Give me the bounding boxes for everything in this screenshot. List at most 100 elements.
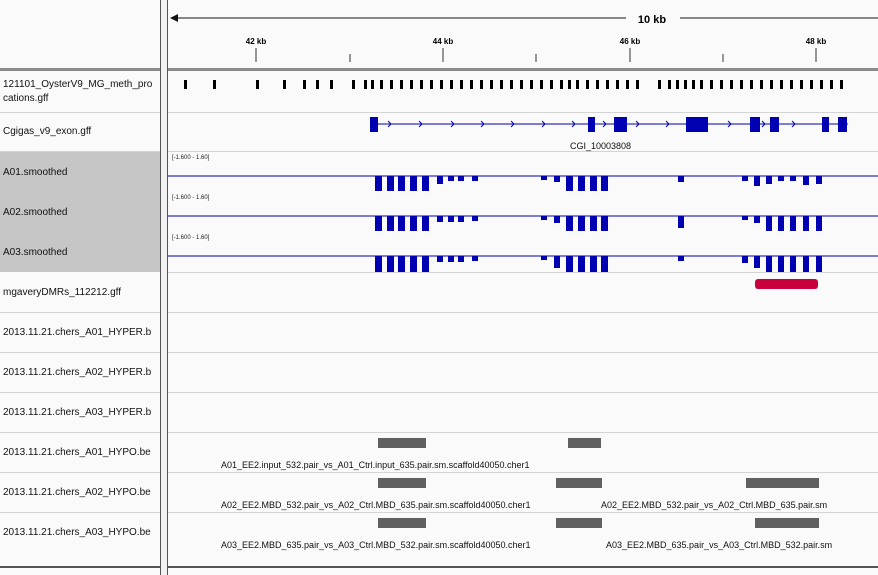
coverage-bar[interactable] (766, 176, 772, 184)
methylation-site[interactable] (810, 80, 813, 89)
methylation-site[interactable] (740, 80, 743, 89)
exon[interactable] (614, 117, 627, 132)
methylation-site[interactable] (840, 80, 843, 89)
coverage-bar[interactable] (566, 176, 573, 191)
coverage-bar[interactable] (790, 256, 796, 272)
methylation-site[interactable] (720, 80, 723, 89)
methylation-site[interactable] (550, 80, 553, 89)
methylation-sites-track[interactable] (168, 72, 878, 112)
coverage-bar[interactable] (554, 176, 560, 182)
coverage-bar[interactable] (790, 176, 796, 181)
methylation-site[interactable] (440, 80, 443, 89)
methylation-site[interactable] (820, 80, 823, 89)
methylation-site[interactable] (626, 80, 629, 89)
methylation-site[interactable] (410, 80, 413, 89)
track-name-a03-hyper[interactable]: 2013.11.21.chers_A03_HYPER.b (3, 407, 152, 418)
methylation-site[interactable] (586, 80, 589, 89)
coverage-bar[interactable] (778, 256, 784, 272)
track-name-a03-smoothed[interactable]: A03.smoothed (3, 247, 68, 258)
hypo-feature[interactable] (568, 438, 601, 448)
hypo-feature[interactable] (556, 478, 602, 488)
track-name-methylation-gff-cont[interactable]: cations.gff (3, 93, 49, 104)
coverage-bar[interactable] (398, 216, 405, 231)
methylation-site[interactable] (568, 80, 571, 89)
methylation-site[interactable] (430, 80, 433, 89)
methylation-site[interactable] (606, 80, 609, 89)
track-name-a02-smoothed[interactable]: A02.smoothed (3, 207, 68, 218)
coverage-bar[interactable] (578, 256, 585, 272)
methylation-site[interactable] (730, 80, 733, 89)
exon[interactable] (770, 117, 779, 132)
coverage-bar[interactable] (448, 216, 454, 222)
coverage-bar[interactable] (790, 216, 796, 231)
coverage-bar[interactable] (678, 256, 684, 261)
exon[interactable] (822, 117, 829, 132)
methylation-site[interactable] (636, 80, 639, 89)
hypo-track-a02[interactable] (168, 472, 878, 512)
hypo-track-a03[interactable] (168, 512, 878, 552)
track-name-a01-smoothed[interactable]: A01.smoothed (3, 167, 68, 178)
coverage-bar[interactable] (590, 176, 597, 191)
track-name-a01-hypo[interactable]: 2013.11.21.chers_A01_HYPO.be (3, 447, 151, 458)
hypo-track-a01[interactable] (168, 432, 878, 472)
methylation-site[interactable] (184, 80, 187, 89)
coverage-bar[interactable] (472, 256, 478, 261)
methylation-site[interactable] (352, 80, 355, 89)
coverage-bar[interactable] (766, 256, 772, 272)
coverage-bar[interactable] (554, 256, 560, 268)
methylation-site[interactable] (364, 80, 367, 89)
coverage-bar[interactable] (742, 176, 748, 181)
coverage-bar[interactable] (803, 216, 809, 231)
coverage-bar[interactable] (554, 216, 560, 223)
data-panel[interactable]: 10 kb 42 kb 44 kb 46 kb 48 kb CGI_100038… (168, 0, 878, 575)
methylation-site[interactable] (520, 80, 523, 89)
methylation-site[interactable] (450, 80, 453, 89)
coverage-bar[interactable] (778, 176, 784, 181)
methylation-site[interactable] (770, 80, 773, 89)
exon[interactable] (838, 117, 847, 132)
gene-exon-track[interactable] (168, 112, 878, 152)
methylation-site[interactable] (692, 80, 695, 89)
methylation-site[interactable] (596, 80, 599, 89)
coverage-bar[interactable] (472, 176, 478, 181)
methylation-site[interactable] (303, 80, 306, 89)
methylation-site[interactable] (540, 80, 543, 89)
methylation-site[interactable] (510, 80, 513, 89)
coverage-bar[interactable] (816, 176, 822, 184)
coverage-bar[interactable] (566, 216, 573, 231)
coverage-bar[interactable] (541, 216, 547, 220)
methylation-site[interactable] (800, 80, 803, 89)
coverage-bar[interactable] (541, 176, 547, 180)
coverage-bar[interactable] (803, 256, 809, 272)
methylation-site[interactable] (616, 80, 619, 89)
methylation-site[interactable] (470, 80, 473, 89)
methylation-site[interactable] (380, 80, 383, 89)
methylation-site[interactable] (710, 80, 713, 89)
coverage-bar[interactable] (448, 256, 454, 262)
coverage-bar[interactable] (541, 256, 547, 260)
exon[interactable] (370, 117, 378, 132)
hypo-feature[interactable] (378, 438, 426, 448)
coverage-bar[interactable] (375, 256, 382, 272)
coverage-bar[interactable] (437, 216, 443, 222)
coverage-track-a03[interactable] (168, 232, 878, 272)
methylation-site[interactable] (490, 80, 493, 89)
methylation-site[interactable] (560, 80, 563, 89)
methylation-site[interactable] (213, 80, 216, 89)
coverage-bar[interactable] (678, 216, 684, 228)
methylation-site[interactable] (316, 80, 319, 89)
methylation-site[interactable] (750, 80, 753, 89)
coverage-bar[interactable] (410, 256, 417, 272)
coverage-bar[interactable] (437, 256, 443, 262)
coverage-bar[interactable] (448, 176, 454, 181)
track-name-methylation-gff[interactable]: 121101_OysterV9_MG_meth_pro (3, 79, 153, 90)
methylation-site[interactable] (684, 80, 687, 89)
track-name-a03-hypo[interactable]: 2013.11.21.chers_A03_HYPO.be (3, 527, 151, 538)
methylation-site[interactable] (283, 80, 286, 89)
coverage-bar[interactable] (437, 176, 443, 184)
methylation-site[interactable] (760, 80, 763, 89)
coverage-bar[interactable] (410, 216, 417, 231)
exon[interactable] (588, 117, 595, 132)
coverage-bar[interactable] (742, 256, 748, 263)
panel-divider[interactable] (160, 0, 168, 575)
